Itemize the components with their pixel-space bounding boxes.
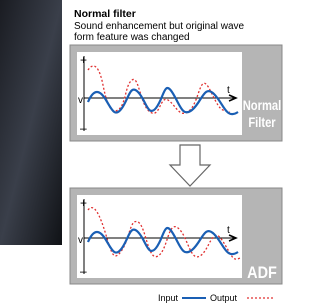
- panel-label: ADF: [247, 264, 277, 282]
- axis-label: –: [80, 121, 87, 135]
- panel-label: Filter: [248, 115, 275, 130]
- panel: + v – t Normal Filter: [70, 45, 282, 141]
- panel: + v – t ADF: [70, 188, 282, 284]
- legend-label: Output: [210, 293, 238, 303]
- title: Normal filter: [74, 8, 136, 20]
- down-arrow: [170, 145, 210, 186]
- description-line: form feature was changed: [74, 32, 190, 43]
- legend-label: Input: [158, 293, 179, 303]
- axis-label: –: [80, 264, 87, 278]
- diagram: Normal filter Sound enhancement but orig…: [0, 0, 335, 305]
- axis-label: v: [78, 235, 83, 246]
- description-line: Sound enhancement but original wave: [74, 21, 245, 32]
- axis-label: t: [227, 85, 230, 96]
- axis-label: +: [80, 53, 87, 67]
- background-photo: [0, 0, 62, 245]
- axis-label: v: [78, 95, 83, 106]
- axis-label: +: [80, 196, 87, 210]
- axis-label: t: [227, 225, 230, 236]
- panel-label: Normal: [243, 98, 282, 113]
